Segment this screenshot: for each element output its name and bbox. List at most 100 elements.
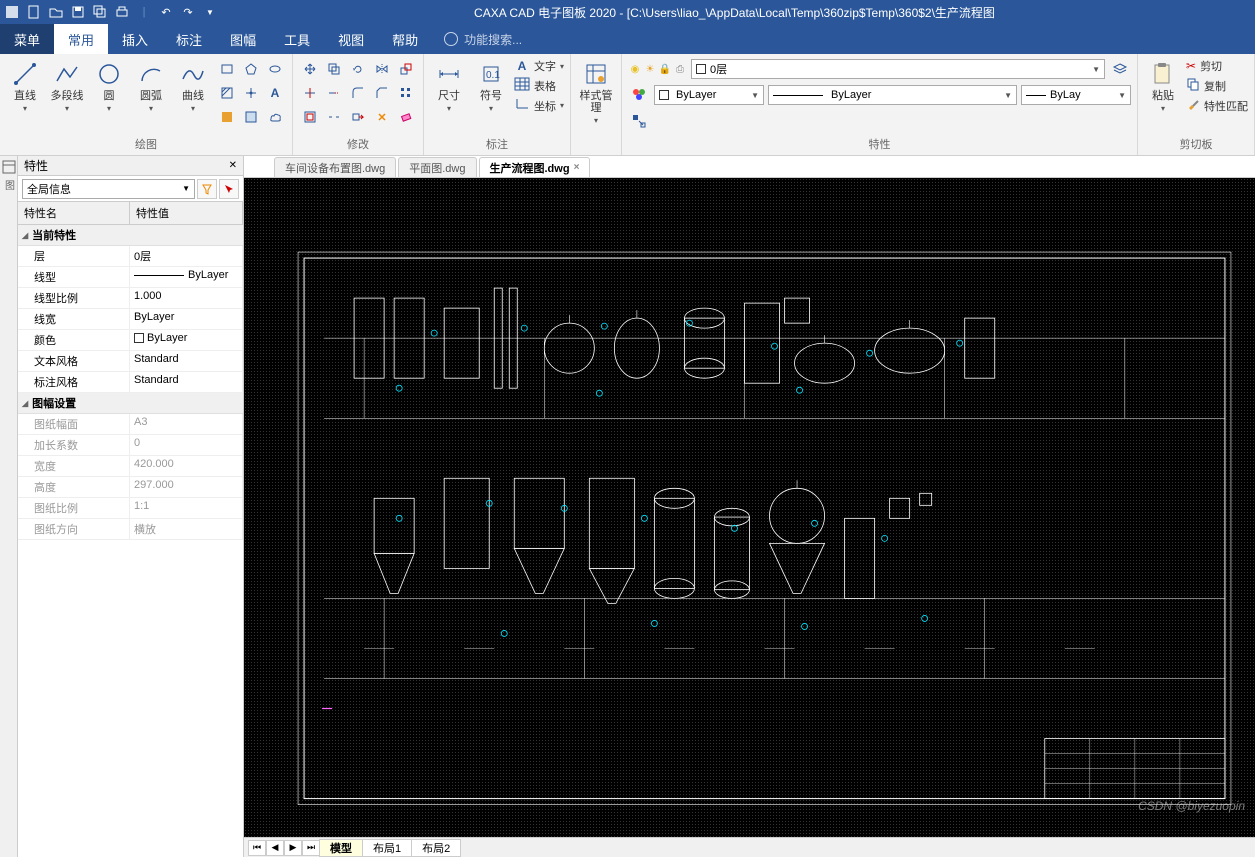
redo-icon[interactable]: ↷ [180, 4, 196, 20]
line-button[interactable]: 直线▾ [6, 58, 44, 113]
menu-tab-1[interactable]: 插入 [108, 24, 162, 54]
linetype-combo[interactable]: ByLayer▼ [768, 85, 1017, 105]
table-button[interactable]: 表格 [514, 77, 564, 94]
menu-tab-4[interactable]: 工具 [270, 24, 324, 54]
circle-button[interactable]: 圆▾ [90, 58, 128, 113]
fill-icon[interactable] [216, 106, 238, 128]
scale-icon[interactable] [395, 58, 417, 80]
menu-tab-2[interactable]: 标注 [162, 24, 216, 54]
layer-combo[interactable]: 0层▼ [691, 59, 1105, 79]
property-row[interactable]: 线宽ByLayer [18, 309, 243, 330]
layer-manager-icon[interactable] [1109, 58, 1131, 80]
menu-tab-0[interactable]: 常用 [54, 24, 108, 54]
menu-tab-3[interactable]: 图幅 [216, 24, 270, 54]
property-row[interactable]: 宽度420.000 [18, 456, 243, 477]
save-icon[interactable] [70, 4, 86, 20]
lock-icon[interactable]: 🔒 [658, 62, 672, 76]
point-icon[interactable] [240, 82, 262, 104]
cut-button[interactable]: ✂剪切 [1186, 58, 1248, 74]
array-icon[interactable] [395, 82, 417, 104]
cloud-icon[interactable] [264, 106, 286, 128]
tab-prev-icon[interactable]: ◀ [266, 840, 284, 856]
property-row[interactable]: 颜色ByLayer [18, 330, 243, 351]
open-icon[interactable] [48, 4, 64, 20]
mirror-icon[interactable] [371, 58, 393, 80]
property-row[interactable]: 文本风格Standard [18, 351, 243, 372]
polyline-button[interactable]: 多段线▾ [48, 58, 86, 113]
ellipse-icon[interactable] [264, 58, 286, 80]
property-row[interactable]: 线型比例1.000 [18, 288, 243, 309]
menu-file[interactable]: 菜单 [0, 24, 54, 54]
block-icon[interactable] [240, 106, 262, 128]
property-row[interactable]: 标注风格Standard [18, 372, 243, 393]
select-button[interactable] [219, 179, 239, 199]
properties-tab-icon[interactable] [2, 160, 16, 174]
dimension-button[interactable]: 尺寸▾ [430, 58, 468, 113]
section-current[interactable]: ◢当前特性 [18, 225, 243, 246]
property-row[interactable]: 图纸方向横放 [18, 519, 243, 540]
hatch-icon[interactable] [216, 82, 238, 104]
polygon-icon[interactable] [240, 58, 262, 80]
doc-tab-0[interactable]: 车间设备布置图.dwg [274, 157, 396, 177]
section-paper[interactable]: ◢图幅设置 [18, 393, 243, 414]
coord-button[interactable]: 坐标▾ [514, 97, 564, 114]
tab-next-icon[interactable]: ▶ [284, 840, 302, 856]
trim-icon[interactable] [299, 82, 321, 104]
extend-icon[interactable] [323, 82, 345, 104]
rotate-icon[interactable] [347, 58, 369, 80]
qat-dropdown-icon[interactable]: ▼ [202, 4, 218, 20]
color-combo[interactable]: ByLayer▼ [654, 85, 764, 105]
layer-toggle-icons[interactable]: ◉ ☀ 🔒 ⎙ [628, 62, 687, 76]
fillet-icon[interactable] [347, 82, 369, 104]
erase-icon[interactable] [395, 106, 417, 128]
tab-first-icon[interactable]: ⏮ [248, 840, 266, 856]
rect-icon[interactable] [216, 58, 238, 80]
selection-combo[interactable]: 全局信息▼ [22, 179, 195, 199]
function-search[interactable]: 功能搜索... [432, 24, 522, 54]
doc-tab-1[interactable]: 平面图.dwg [398, 157, 476, 177]
lineweight-combo[interactable]: ByLay▼ [1021, 85, 1131, 105]
sun-icon[interactable]: ☀ [643, 62, 657, 76]
offset-icon[interactable] [299, 106, 321, 128]
property-row[interactable]: 图纸比例1:1 [18, 498, 243, 519]
arc-button[interactable]: 圆弧▾ [132, 58, 170, 113]
match-props-button[interactable]: 特性匹配 [1186, 97, 1248, 114]
text-button[interactable]: A文字▾ [514, 58, 564, 74]
close-tab-icon[interactable]: × [574, 162, 580, 173]
saveall-icon[interactable] [92, 4, 108, 20]
app-icon[interactable] [4, 4, 20, 20]
paste-button[interactable]: 粘贴▾ [1144, 58, 1182, 113]
layout-tab-2[interactable]: 布局2 [411, 839, 461, 857]
new-icon[interactable] [26, 4, 42, 20]
drawing-viewport[interactable]: CSDN @biyezuopin [244, 178, 1255, 837]
doc-tab-2[interactable]: 生产流程图.dwg× [479, 157, 591, 177]
panel-close-icon[interactable]: ✕ [229, 160, 237, 171]
copy-button[interactable]: 复制 [1186, 77, 1248, 94]
spline-button[interactable]: 曲线▾ [174, 58, 212, 113]
copy-icon[interactable] [323, 58, 345, 80]
print-icon[interactable] [114, 4, 130, 20]
chamfer-icon[interactable] [371, 82, 393, 104]
explode-icon[interactable] [371, 106, 393, 128]
match-properties-icon[interactable] [628, 110, 650, 132]
symbol-button[interactable]: 0.1符号▾ [472, 58, 510, 113]
break-icon[interactable] [323, 106, 345, 128]
filter-button[interactable] [197, 179, 217, 199]
style-manager-button[interactable]: 样式管理▾ [577, 58, 615, 125]
move-icon[interactable] [299, 58, 321, 80]
menu-tab-6[interactable]: 帮助 [378, 24, 432, 54]
undo-icon[interactable]: ↶ [158, 4, 174, 20]
library-tab-icon[interactable]: 图库 [2, 180, 16, 194]
stretch-icon[interactable] [347, 106, 369, 128]
tab-last-icon[interactable]: ⏭ [302, 840, 320, 856]
layout-tab-0[interactable]: 模型 [319, 839, 363, 857]
property-row[interactable]: 线型ByLayer [18, 267, 243, 288]
print-icon[interactable]: ⎙ [673, 62, 687, 76]
layout-tab-1[interactable]: 布局1 [362, 839, 412, 857]
lightbulb-icon[interactable]: ◉ [628, 62, 642, 76]
menu-tab-5[interactable]: 视图 [324, 24, 378, 54]
property-row[interactable]: 加长系数0 [18, 435, 243, 456]
property-row[interactable]: 高度297.000 [18, 477, 243, 498]
color-picker-icon[interactable] [628, 84, 650, 106]
property-row[interactable]: 图纸幅面A3 [18, 414, 243, 435]
